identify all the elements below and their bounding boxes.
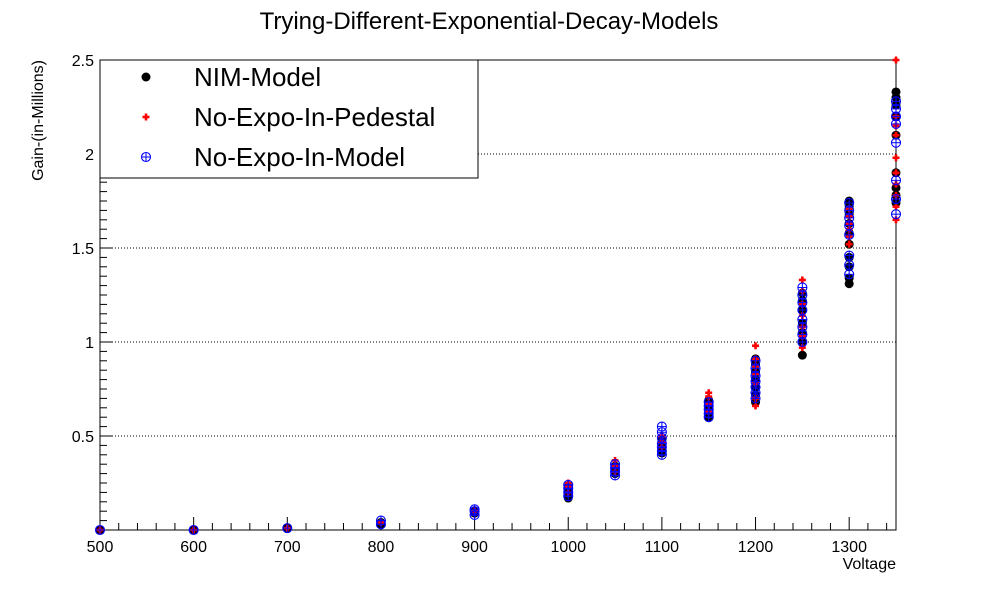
series-2 <box>94 96 902 536</box>
data-point <box>798 276 806 284</box>
data-point <box>703 397 714 408</box>
x-tick-label: 900 <box>461 539 488 556</box>
y-tick-labels: 0.5 1 1.5 2 2.5 <box>72 53 94 446</box>
y-tick-label: 2 <box>85 147 94 164</box>
data-point <box>890 209 902 220</box>
data-point <box>752 342 760 350</box>
x-tick-label: 800 <box>368 539 395 556</box>
data-point <box>752 402 760 410</box>
chart-title: Trying-Different-Exponential-Decay-Model… <box>260 8 719 35</box>
y-tick-label: 0.5 <box>72 429 94 446</box>
x-tick-labels: 500 600 700 800 900 1000 1100 1200 1300 <box>87 539 867 556</box>
x-tick-label: 1300 <box>831 539 867 556</box>
legend-label-nim-model: NIM-Model <box>194 62 321 92</box>
data-point <box>892 169 900 177</box>
data-point <box>890 137 902 148</box>
x-tick-label: 1000 <box>550 539 586 556</box>
data-point <box>797 350 807 360</box>
x-tick-label: 1100 <box>645 539 680 556</box>
legend-marker <box>141 72 151 82</box>
y-tick-label: 1 <box>85 335 94 352</box>
data-point <box>94 524 106 536</box>
data-point <box>656 421 667 432</box>
data-point <box>892 203 900 211</box>
data-point <box>891 183 901 193</box>
data-points <box>94 56 902 536</box>
data-point <box>844 269 855 280</box>
data-point <box>797 314 808 325</box>
legend-box <box>99 59 479 179</box>
data-point <box>844 250 855 261</box>
data-point <box>844 259 855 270</box>
legend-marker <box>140 151 152 163</box>
data-point <box>188 524 199 536</box>
data-point <box>563 479 574 490</box>
legend-label-no-expo-in-model: No-Expo-In-Model <box>194 142 405 172</box>
y-tick-label: 1.5 <box>72 241 94 258</box>
data-point <box>797 282 808 293</box>
data-point <box>892 56 900 64</box>
data-point <box>890 194 902 205</box>
x-axis-ticks <box>99 517 888 530</box>
data-point <box>375 515 386 526</box>
legend-marker <box>142 113 150 121</box>
data-point <box>750 355 761 366</box>
x-tick-label: 700 <box>274 539 301 556</box>
data-point <box>845 240 853 248</box>
data-point <box>705 389 713 397</box>
data-point <box>892 154 900 162</box>
legend-label-no-expo-in-pedestal: No-Expo-In-Pedestal <box>194 102 435 132</box>
data-point <box>282 523 293 534</box>
data-point <box>891 87 901 97</box>
data-point <box>892 131 900 139</box>
data-point <box>890 175 902 186</box>
data-point <box>469 504 480 515</box>
data-point <box>844 229 855 240</box>
data-point <box>890 96 902 107</box>
y-tick-label: 2.5 <box>72 53 94 70</box>
y-axis-label: Gain-(in-Millions) <box>30 60 47 181</box>
x-tick-label: 500 <box>87 539 114 556</box>
legend: NIM-Model No-Expo-In-Pedestal No-Expo-In… <box>99 59 479 179</box>
x-tick-label: 1200 <box>738 539 774 556</box>
legend-markers <box>140 72 152 163</box>
x-tick-label: 600 <box>180 539 207 556</box>
data-point <box>844 197 855 208</box>
x-axis-label: Voltage <box>843 556 896 573</box>
data-point <box>610 459 621 470</box>
